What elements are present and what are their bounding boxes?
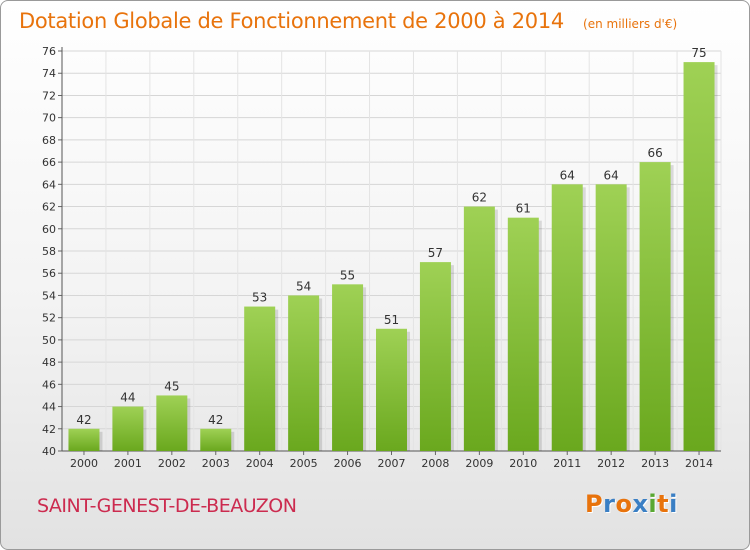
proxiti-logo: Proxiti [585,490,678,518]
logo-letter: i [669,490,678,518]
x-tick-label: 2005 [290,457,318,470]
bar [244,306,276,451]
bar-value-label: 55 [340,268,355,282]
y-tick-label: 52 [42,312,56,325]
data-labels: 42 44 45 42 53 54 55 51 57 62 61 64 64 66 75 [76,46,706,427]
chart-title: Dotation Globale de Fonctionnement de 20… [19,9,564,33]
bar [112,406,144,451]
logo-letter: x [632,490,649,518]
x-tick-label: 2004 [246,457,274,470]
bar-value-label: 42 [208,413,223,427]
y-tick-label: 54 [42,289,56,302]
x-tick-label: 2006 [334,457,362,470]
title-row: Dotation Globale de Fonctionnement de 20… [19,9,677,33]
y-tick-label: 68 [42,134,56,147]
y-tick-label: 66 [42,156,56,169]
bar-value-label: 45 [164,379,179,393]
bar [507,217,539,451]
bar [419,262,451,451]
y-tick-label: 76 [42,45,56,58]
y-tick-label: 64 [42,178,56,191]
x-tick-label: 2012 [597,457,625,470]
bar [463,206,495,451]
logo-letter: r [603,490,616,518]
x-tick-label: 2010 [509,457,537,470]
y-tick-label: 62 [42,201,56,214]
logo-letter: i [648,490,658,518]
bar-value-label: 75 [691,46,706,60]
bar [551,184,583,452]
x-tick-label: 2007 [378,457,406,470]
bar [332,284,364,451]
bar-value-label: 44 [120,391,135,405]
x-tick-label: 2003 [202,457,230,470]
x-tick-label: 2013 [641,457,669,470]
y-tick-label: 72 [42,89,56,102]
bar-value-label: 61 [516,202,531,216]
x-tick-label: 2000 [70,457,98,470]
bar [288,295,320,451]
bar-value-label: 66 [647,146,662,160]
x-tick-label: 2014 [685,457,713,470]
x-tick-label: 2011 [553,457,581,470]
x-tick-label: 2008 [421,457,449,470]
y-tick-label: 48 [42,356,56,369]
x-tick-label: 2002 [158,457,186,470]
logo-letter: o [615,490,633,518]
y-tick-label: 70 [42,112,56,125]
y-tick-label: 58 [42,245,56,258]
bar [200,428,232,451]
bar [68,428,100,451]
bar-value-label: 64 [604,168,619,182]
bar-value-label: 64 [560,168,575,182]
x-tick-label: 2001 [114,457,142,470]
bar-value-label: 51 [384,313,399,327]
chart-subtitle: (en milliers d'€) [583,17,678,31]
bar [683,62,715,451]
bar [156,395,188,451]
y-tick-label: 44 [42,401,56,414]
logo-letter: t [657,490,670,518]
y-tick-label: 42 [42,423,56,436]
bars [68,62,718,452]
y-tick-label: 74 [42,67,56,80]
bar-value-label: 42 [76,413,91,427]
y-tick-label: 56 [42,267,56,280]
y-tick-label: 40 [42,445,56,458]
logo-letter: P [585,490,604,518]
bar-value-label: 57 [428,246,443,260]
bar-value-label: 53 [252,291,267,305]
bar [639,162,671,451]
bar-value-label: 54 [296,279,311,293]
bar [376,328,407,451]
bar-value-label: 62 [472,191,487,205]
y-tick-label: 60 [42,223,56,236]
y-tick-label: 50 [42,334,56,347]
bar [595,184,627,452]
y-tick-label: 46 [42,378,56,391]
x-tick-label: 2009 [465,457,493,470]
commune-name: SAINT-GENEST-DE-BEAUZON [37,495,297,517]
